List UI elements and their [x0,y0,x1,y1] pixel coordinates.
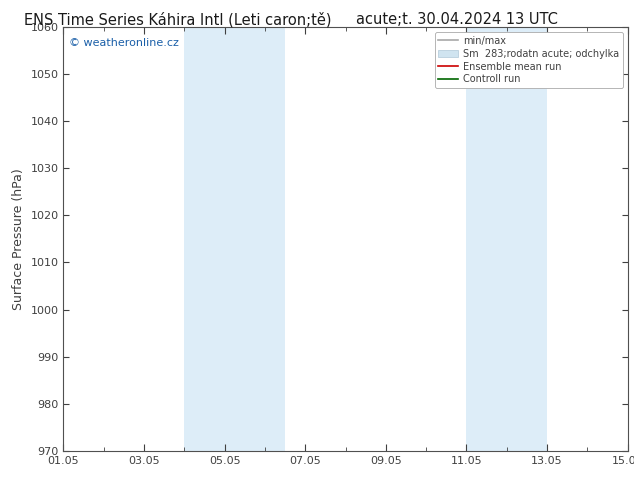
Legend: min/max, Sm  283;rodatn acute; odchylka, Ensemble mean run, Controll run: min/max, Sm 283;rodatn acute; odchylka, … [434,32,623,88]
Bar [184,27,285,451]
Y-axis label: Surface Pressure (hPa): Surface Pressure (hPa) [12,168,25,310]
Bar [467,27,547,451]
Text: ENS Time Series Káhira Intl (Leti caron;tě): ENS Time Series Káhira Intl (Leti caron;… [23,12,332,28]
Text: acute;t. 30.04.2024 13 UTC: acute;t. 30.04.2024 13 UTC [356,12,557,27]
Text: © weatheronline.cz: © weatheronline.cz [69,38,179,48]
